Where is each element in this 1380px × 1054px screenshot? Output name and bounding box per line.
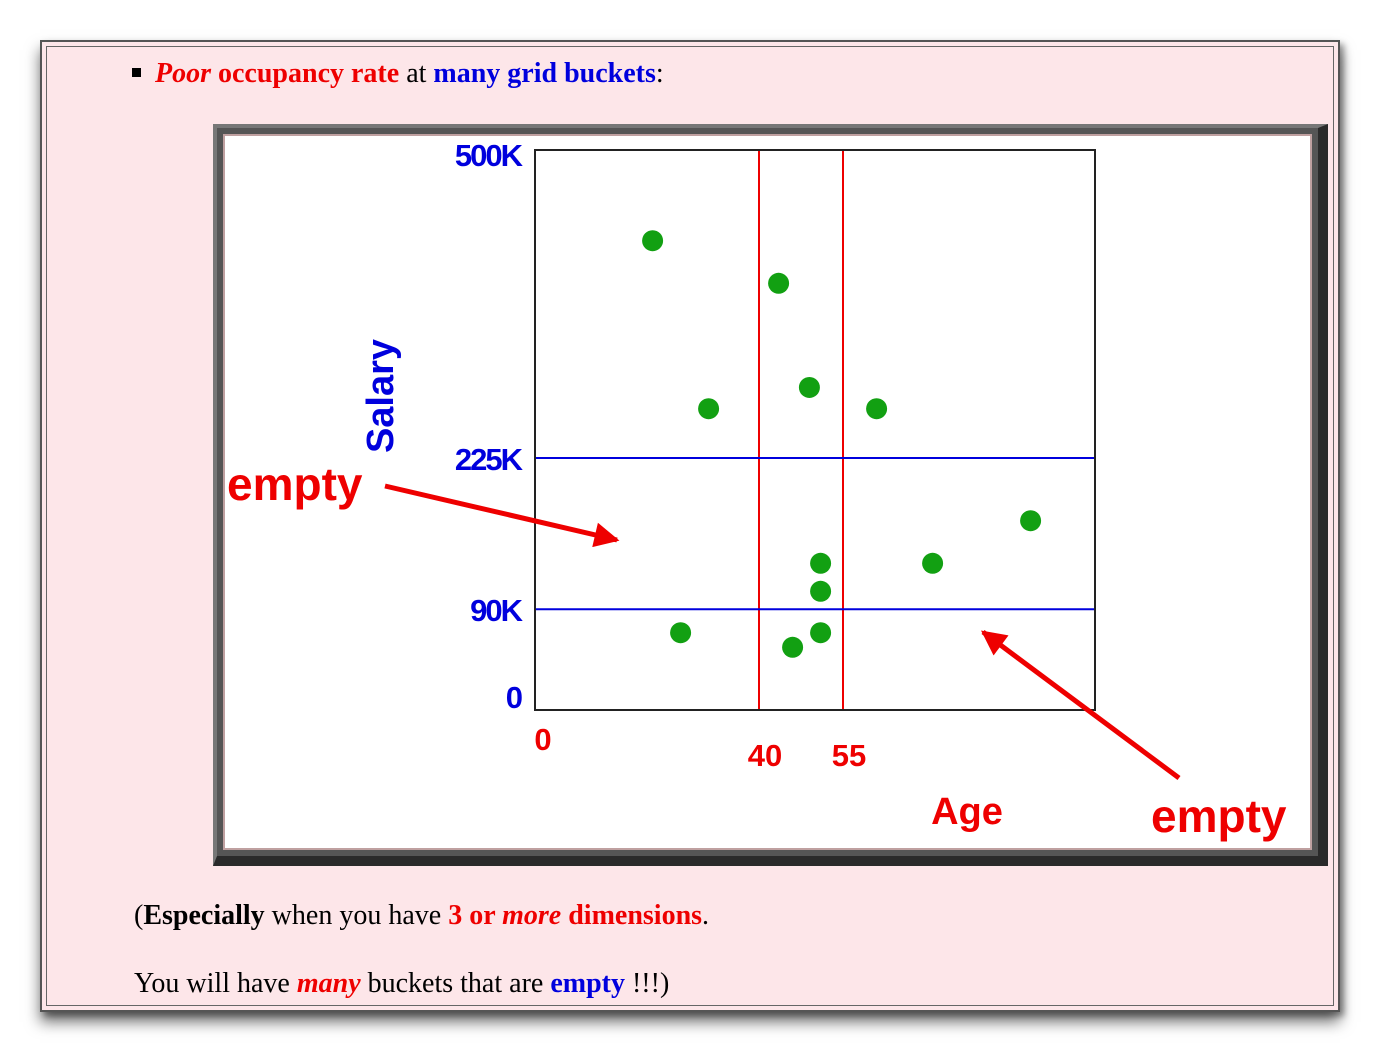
bullet-heading: Poor occupancy rate at many grid buckets… xyxy=(132,58,664,90)
more-text: more xyxy=(502,900,562,931)
empty-label-right: empty xyxy=(1151,790,1287,842)
note1-open-paren: ( xyxy=(134,900,144,931)
note-line-1: (Especially when you have 3 or more dime… xyxy=(134,900,709,932)
empty-label-left: empty xyxy=(227,458,363,510)
data-point xyxy=(782,636,804,658)
data-point xyxy=(1020,510,1042,532)
grid-lines xyxy=(535,150,1095,710)
y-tick-label: 0 xyxy=(506,680,522,715)
note-line-2: You will have many buckets that are empt… xyxy=(134,968,669,1000)
x-tick-labels: 0 40 55 xyxy=(534,722,866,773)
slide-inner-border xyxy=(46,46,1334,1006)
y-axis-label: Salary xyxy=(360,339,402,453)
x-tick-label: 0 xyxy=(534,722,551,757)
figure-canvas: 500K 225K 90K 0 0 40 55 Salary Age empty empt… xyxy=(223,134,1312,850)
x-tick-label: 55 xyxy=(832,738,866,773)
colon-text: : xyxy=(655,58,664,89)
y-tick-label: 500K xyxy=(455,138,524,173)
you-will-have-text: You will have xyxy=(134,968,297,999)
data-point xyxy=(810,552,832,574)
data-point xyxy=(810,622,832,644)
figure-box: 500K 225K 90K 0 0 40 55 Salary Age empty empt… xyxy=(213,124,1328,866)
data-point xyxy=(798,376,820,398)
slide-frame: Poor occupancy rate at many grid buckets… xyxy=(40,40,1340,1012)
data-points xyxy=(642,230,1042,658)
buckets-that-are-text: buckets that are xyxy=(360,968,551,999)
data-point xyxy=(866,398,888,420)
data-point xyxy=(670,622,692,644)
y-tick-label: 225K xyxy=(455,442,524,477)
data-point xyxy=(768,272,790,294)
at-text: at xyxy=(406,58,427,89)
when-you-have-text: when you have xyxy=(264,900,449,931)
x-axis-label: Age xyxy=(931,791,1003,833)
y-tick-labels: 500K 225K 90K 0 xyxy=(455,138,526,715)
empty-arrow-left xyxy=(384,483,620,548)
data-point xyxy=(698,398,720,420)
x-tick-label: 40 xyxy=(748,738,782,773)
plot-area-border xyxy=(534,149,1096,711)
data-point xyxy=(810,580,832,602)
y-tick-label: 90K xyxy=(470,593,523,628)
three-or-text: 3 or xyxy=(448,900,503,931)
note1-period: . xyxy=(702,900,710,931)
many-grid-buckets-text: many grid buckets xyxy=(433,58,656,89)
bullet-square-icon xyxy=(132,68,141,78)
empty-text: empty xyxy=(550,968,625,999)
poor-text: Poor xyxy=(155,58,211,89)
empty-arrow-right xyxy=(980,629,1181,781)
occupancy-rate-text: occupancy rate xyxy=(218,58,400,89)
especially-text: Especially xyxy=(143,900,265,931)
data-point xyxy=(642,230,664,252)
exclamation-end-text: !!!) xyxy=(624,968,670,999)
data-point xyxy=(922,552,944,574)
grid-plot: 500K 225K 90K 0 0 40 55 Salary Age empty empt… xyxy=(227,138,1287,842)
many-text: many xyxy=(296,968,361,999)
dimensions-text: dimensions xyxy=(561,900,703,931)
